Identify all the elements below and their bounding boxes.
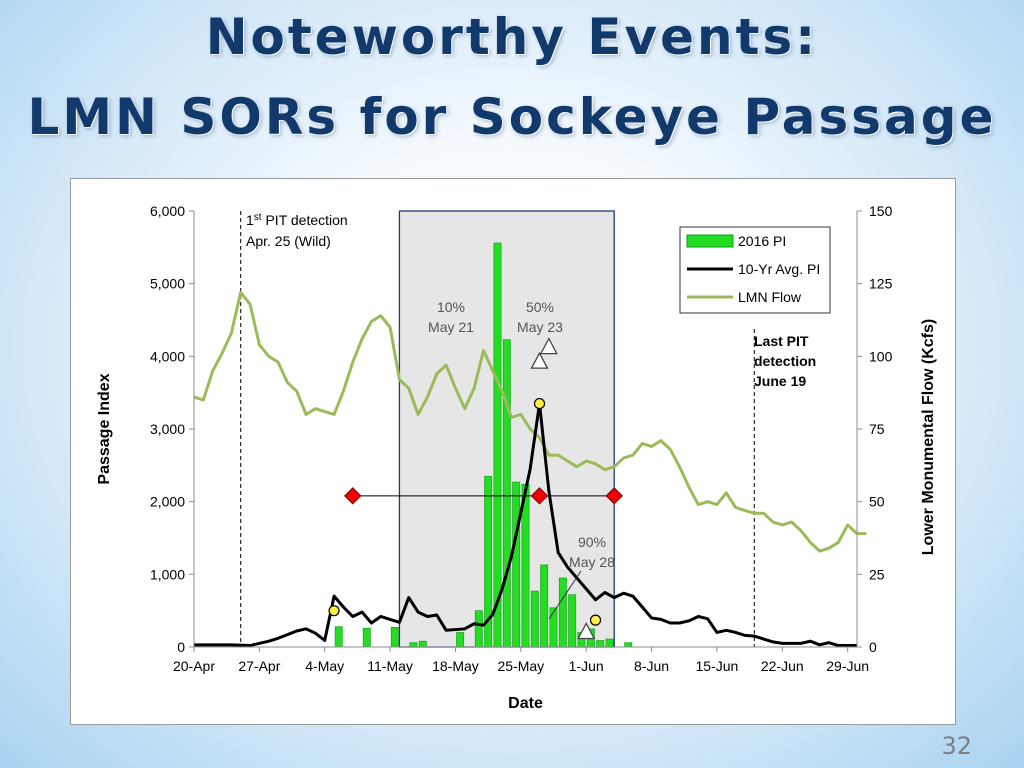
bar — [549, 607, 558, 648]
y2-tick-label: 100 — [869, 348, 893, 364]
x-tick-label: 15-Jun — [696, 658, 739, 674]
p90-leader-line — [548, 570, 582, 620]
y2-tick-label: 0 — [869, 639, 877, 655]
p90-label: 90% — [578, 534, 606, 550]
p10-label: 10% — [437, 299, 465, 315]
x-tick-label: 29-Jun — [826, 658, 869, 674]
p10-date: May 21 — [428, 319, 474, 335]
p50-label: 50% — [526, 299, 554, 315]
bar — [502, 339, 511, 648]
legend-swatch-bars — [686, 234, 734, 248]
x-tick-label: 18-May — [432, 658, 479, 674]
x-axis-label: Date — [508, 695, 543, 712]
last-pit-label: detection — [754, 353, 816, 369]
bar — [568, 594, 577, 648]
series-line-lmn-flow — [193, 290, 867, 553]
avg-point-marker — [533, 397, 546, 410]
x-tick-label: 22-Jun — [761, 658, 804, 674]
y2-tick-label: 50 — [869, 494, 885, 510]
slide-number: 32 — [941, 732, 972, 760]
passage-chart: 0 1,000 2,000 3,000 4,000 5,000 6,000 0 25 50 75 10… — [96, 203, 937, 712]
y-tick-label: 0 — [177, 639, 185, 655]
avg-point-marker — [589, 614, 602, 626]
bar — [418, 640, 427, 648]
y2-tick-label: 150 — [869, 203, 893, 219]
bar — [493, 242, 502, 648]
legend-label: 2016 PI — [738, 233, 786, 249]
bar — [558, 577, 567, 648]
y2-tick-label: 125 — [869, 276, 893, 292]
y-tick-label: 3,000 — [150, 421, 185, 437]
p90-date: May 28 — [569, 554, 615, 570]
bar — [390, 627, 399, 648]
bar — [540, 564, 549, 648]
x-tick-label: 4-May — [305, 658, 344, 674]
x-tick-label: 27-Apr — [238, 658, 280, 674]
diamond-marker — [344, 487, 362, 505]
x-tick-label: 1-Jun — [569, 658, 604, 674]
y2-tick-label: 25 — [869, 566, 885, 582]
slide-title-line2: LMN SORs for Sockeye Passage — [27, 88, 997, 146]
y-axis-label: Passage Index — [96, 373, 113, 484]
x-tick-label: 25-May — [497, 658, 544, 674]
bar — [409, 642, 418, 648]
y-tick-label: 6,000 — [150, 203, 185, 219]
last-pit-label: June 19 — [754, 373, 806, 389]
y2-axis-label: Lower Monumental Flow (Kcfs) — [920, 319, 937, 555]
legend-label: 10-Yr Avg. PI — [738, 261, 820, 277]
x-tick-label: 8-Jun — [634, 658, 669, 674]
avg-point-marker — [328, 605, 340, 617]
y2-tick-label: 75 — [869, 421, 885, 437]
triangle-marker — [577, 622, 596, 640]
slide-title-line1: Noteworthy Events: — [205, 8, 819, 66]
y-tick-label: 1,000 — [150, 566, 185, 582]
y-tick-label: 2,000 — [150, 494, 185, 510]
bar — [456, 632, 465, 648]
x-tick-label: 20-Apr — [173, 658, 215, 674]
bar — [334, 626, 343, 648]
legend-label: LMN Flow — [738, 289, 802, 305]
chart-panel: 0 1,000 2,000 3,000 4,000 5,000 6,000 0 25 50 75 10… — [70, 178, 956, 725]
triangle-marker — [530, 351, 549, 369]
diamond-marker — [605, 487, 623, 505]
bar — [605, 638, 614, 648]
series-line-10yr-avg — [194, 402, 857, 648]
bar — [474, 610, 483, 648]
last-pit-label: Last PIT — [754, 333, 809, 349]
bar — [596, 640, 605, 648]
x-tick-label: 11-May — [367, 658, 413, 674]
first-pit-date: Apr. 25 (Wild) — [246, 233, 331, 249]
bar — [624, 642, 633, 648]
bar — [530, 590, 539, 648]
first-pit-label: 1st PIT detection — [246, 212, 348, 228]
triangle-marker — [539, 337, 558, 355]
p50-date: May 23 — [517, 319, 563, 335]
diamond-marker — [530, 487, 549, 505]
bar — [512, 481, 521, 648]
y-tick-label: 4,000 — [150, 348, 185, 364]
y-tick-label: 5,000 — [150, 276, 185, 292]
bar — [362, 627, 371, 648]
